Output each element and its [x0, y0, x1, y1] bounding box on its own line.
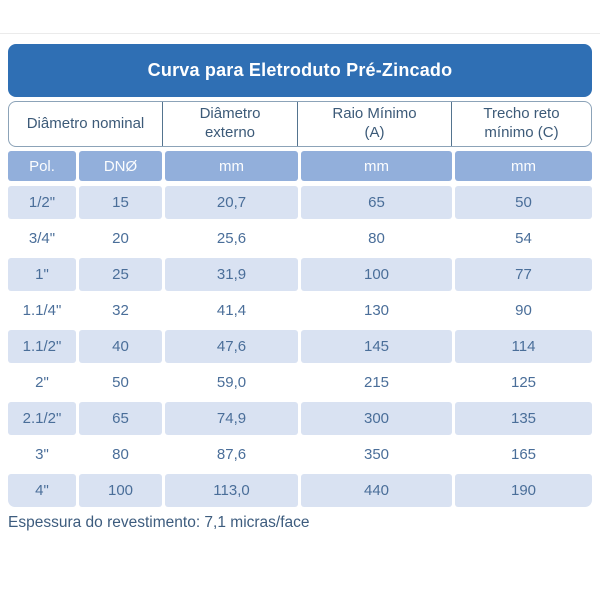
- table-row: 2" 50 59,0 215 125: [8, 366, 592, 399]
- table-cell: 113,0: [165, 474, 298, 507]
- table-cell: 165: [455, 438, 592, 471]
- unit-cell: DNØ: [79, 151, 162, 181]
- table-cell: 1/2": [8, 186, 76, 219]
- table-cell: 15: [79, 186, 162, 219]
- table-cell: 1": [8, 258, 76, 291]
- unit-cell: mm: [455, 151, 592, 181]
- table-cell: 65: [79, 402, 162, 435]
- table-body: 1/2" 15 20,7 65 50 3/4" 20 25,6 80 54 1" 25 31,9 100 7…: [8, 186, 592, 507]
- table-row: 3/4" 20 25,6 80 54: [8, 222, 592, 255]
- table-cell: 90: [455, 294, 592, 327]
- table-cell: 25: [79, 258, 162, 291]
- unit-cell: Pol.: [8, 151, 76, 181]
- table-cell: 215: [301, 366, 452, 399]
- table-row: 3" 80 87,6 350 165: [8, 438, 592, 471]
- table-cell: 31,9: [165, 258, 298, 291]
- top-divider: [0, 33, 600, 34]
- table-cell: 77: [455, 258, 592, 291]
- table-row: 4" 100 113,0 440 190: [8, 474, 592, 507]
- table-cell: 3": [8, 438, 76, 471]
- column-header-diametro-externo: Diâmetro externo: [162, 102, 297, 146]
- table-row: 2.1/2" 65 74,9 300 135: [8, 402, 592, 435]
- table-cell: 87,6: [165, 438, 298, 471]
- table-unit-row: Pol. DNØ mm mm mm: [8, 151, 592, 181]
- table-title: Curva para Eletroduto Pré-Zincado: [147, 60, 453, 80]
- table-cell: 20: [79, 222, 162, 255]
- table-cell: 20,7: [165, 186, 298, 219]
- column-header-diametro-nominal: Diâmetro nominal: [9, 102, 162, 146]
- table-row: 1.1/2" 40 47,6 145 114: [8, 330, 592, 363]
- column-header-line: Trecho reto: [483, 105, 560, 123]
- table-cell: 114: [455, 330, 592, 363]
- table-cell: 440: [301, 474, 452, 507]
- table-cell: 40: [79, 330, 162, 363]
- table-cell: 4": [8, 474, 76, 507]
- table-cell: 41,4: [165, 294, 298, 327]
- column-header-line: mínimo (C): [484, 124, 559, 141]
- column-header-line: Raio Mínimo: [332, 105, 417, 123]
- table-cell: 100: [301, 258, 452, 291]
- table-cell: 1.1/2": [8, 330, 76, 363]
- footer-note: Espessura do revestimento: 7,1 micras/fa…: [8, 514, 310, 531]
- table-cell: 300: [301, 402, 452, 435]
- table-row: 1" 25 31,9 100 77: [8, 258, 592, 291]
- table-cell: 25,6: [165, 222, 298, 255]
- table-cell: 3/4": [8, 222, 76, 255]
- column-header-line: externo: [204, 124, 256, 141]
- table-column-headers: Diâmetro nominal Diâmetro externo Raio M…: [8, 101, 592, 147]
- column-header-line: Diâmetro nominal: [26, 114, 145, 132]
- table-cell: 100: [79, 474, 162, 507]
- table-cell: 47,6: [165, 330, 298, 363]
- table-cell: 80: [79, 438, 162, 471]
- table-cell: 65: [301, 186, 452, 219]
- table-cell: 54: [455, 222, 592, 255]
- table-row: 1/2" 15 20,7 65 50: [8, 186, 592, 219]
- column-header-line: Diâmetro: [199, 105, 261, 123]
- table-cell: 50: [455, 186, 592, 219]
- column-header-raio-minimo: Raio Mínimo (A): [297, 102, 451, 146]
- table-cell: 190: [455, 474, 592, 507]
- table-cell: 125: [455, 366, 592, 399]
- table-cell: 74,9: [165, 402, 298, 435]
- table-cell: 80: [301, 222, 452, 255]
- table-cell: 59,0: [165, 366, 298, 399]
- table-title-bar: Curva para Eletroduto Pré-Zincado: [8, 44, 592, 97]
- column-header-line: (A): [364, 124, 385, 141]
- unit-cell: mm: [165, 151, 298, 181]
- table-row: 1.1/4" 32 41,4 130 90: [8, 294, 592, 327]
- table-cell: 350: [301, 438, 452, 471]
- table-cell: 145: [301, 330, 452, 363]
- column-header-trecho-reto: Trecho reto mínimo (C): [451, 102, 591, 146]
- table-cell: 130: [301, 294, 452, 327]
- table-cell: 32: [79, 294, 162, 327]
- table-cell: 135: [455, 402, 592, 435]
- table-cell: 1.1/4": [8, 294, 76, 327]
- table-cell: 2.1/2": [8, 402, 76, 435]
- table-cell: 2": [8, 366, 76, 399]
- unit-cell: mm: [301, 151, 452, 181]
- table-cell: 50: [79, 366, 162, 399]
